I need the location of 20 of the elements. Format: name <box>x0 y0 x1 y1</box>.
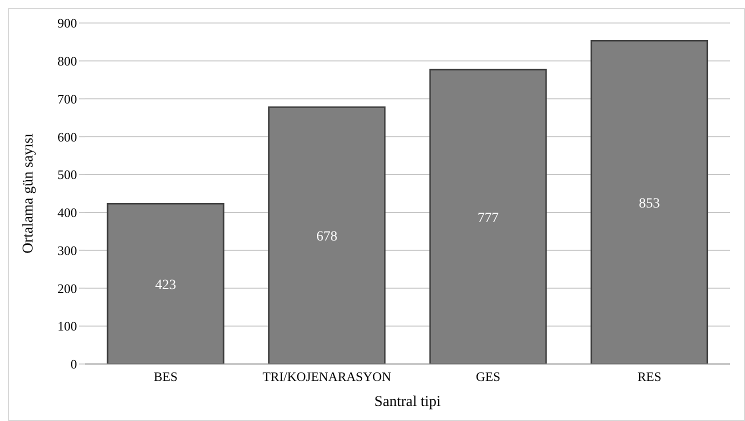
data-label: 423 <box>155 278 176 293</box>
data-label: 777 <box>478 210 499 226</box>
y-tick-label: 700 <box>58 91 77 106</box>
y-tick-label: 800 <box>58 54 77 69</box>
y-tick-label: 300 <box>58 242 77 258</box>
x-tick-label: BES <box>154 369 178 384</box>
y-tick-label: 900 <box>58 16 77 31</box>
y-tick-label: 100 <box>58 318 77 334</box>
data-label: 853 <box>638 196 660 212</box>
x-tick-label: RES <box>637 369 662 384</box>
x-tick-label: TRI/KOJENARASYON <box>262 369 392 384</box>
data-label: 678 <box>316 230 338 245</box>
y-tick-label: 400 <box>58 205 77 220</box>
x-tick-label: GES <box>476 369 500 384</box>
y-tick-label: 200 <box>58 280 77 296</box>
x-axis-title: Santral tipi <box>374 394 441 410</box>
y-tick-label: 600 <box>58 129 77 144</box>
y-tick-label: 500 <box>58 167 77 182</box>
y-tick-label: 0 <box>70 356 77 372</box>
y-axis-title: Ortalama gün sayısı <box>20 134 36 254</box>
